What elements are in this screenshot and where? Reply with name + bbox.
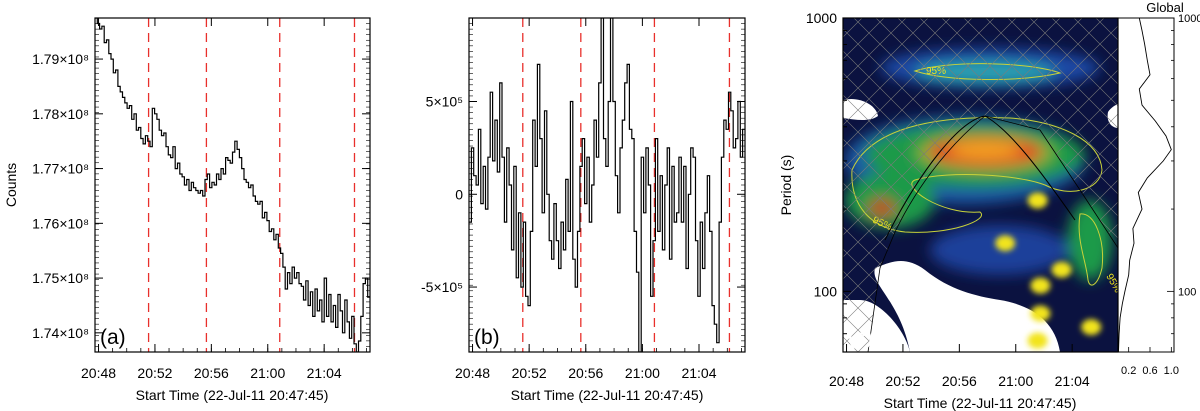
global-title: Global	[1146, 0, 1184, 15]
panel-label: (c)	[848, 326, 873, 349]
series-line	[469, 18, 745, 352]
global-x-tick-label: 1.0	[1164, 365, 1179, 377]
global-y-tick-labels: 100 1000	[1178, 13, 1200, 298]
y-tick-label: 1.77×10⁸	[32, 161, 89, 177]
x-tick-label: 20:56	[568, 365, 603, 381]
y-tick-label: 1.74×10⁸	[32, 325, 89, 341]
global-x-tick-labels: 0.2 0.6 1.0	[1121, 365, 1179, 377]
cone-of-influence-inner	[884, 115, 1076, 241]
x-tick-label: 20:52	[885, 373, 920, 389]
x-tick-label: 21:04	[307, 365, 342, 381]
y-tick-label: 1000	[806, 10, 837, 26]
global-x-tick-label: 0.2	[1121, 365, 1136, 377]
y-tick-label: 0	[455, 186, 463, 202]
x-tick-label: 21:04	[681, 365, 716, 381]
cone-of-influence	[843, 18, 1118, 352]
global-spectrum: 0.2 0.6 1.0 100 1000 Global	[1117, 0, 1200, 377]
x-tick-labels: 20:48 20:52 20:56 21:00 21:04	[455, 365, 717, 381]
low-power-region	[874, 261, 1060, 352]
x-tick-label: 21:00	[625, 365, 660, 381]
x-axis-label: Start Time (22-Jul-11 20:47:45)	[884, 395, 1077, 411]
high-power-blob	[995, 235, 1016, 252]
axis-ticks	[95, 17, 370, 353]
y-tick-labels: 100 1000	[806, 10, 837, 299]
panel-b: -5×10⁵ 0 5×10⁵ 20:48 20:52 20:56 21:00 21:04 (…	[421, 17, 746, 403]
x-tick-label: 20:48	[455, 365, 490, 381]
x-tick-labels: 20:48 20:52 20:56 21:00 21:04	[829, 373, 1090, 389]
y-tick-label: -5×10⁵	[421, 279, 463, 295]
y-tick-label: 1.79×10⁸	[32, 51, 89, 67]
global-axis-ticks	[1128, 17, 1174, 353]
y-tick-label: 100	[814, 283, 838, 299]
panel-c: 95% 95% 95% 100 1000 20:48 20:52 20:56 21:00…	[778, 0, 1200, 411]
x-tick-label: 20:48	[81, 365, 116, 381]
panel-label: (b)	[474, 326, 500, 349]
x-tick-label: 21:00	[998, 373, 1033, 389]
wavelet-power-map: 95% 95% 95%	[843, 18, 1118, 352]
x-axis-label: Start Time (22-Jul-11 20:47:45)	[136, 387, 329, 403]
series-line	[95, 18, 370, 352]
high-power-blobs	[995, 192, 1102, 349]
x-tick-label: 20:52	[512, 365, 547, 381]
x-tick-label: 20:56	[942, 373, 977, 389]
global-frame	[1117, 17, 1175, 353]
global-y-tick-label: 100	[1178, 286, 1196, 298]
high-power-blob	[1027, 332, 1048, 349]
x-axis-label: Start Time (22-Jul-11 20:47:45)	[511, 387, 704, 403]
axis-ticks	[469, 17, 745, 353]
x-tick-labels: 20:48 20:52 20:56 21:00 21:04	[81, 365, 342, 381]
high-power-blob	[1081, 319, 1102, 336]
x-tick-label: 21:00	[250, 365, 285, 381]
panel-a: 1.74×10⁸ 1.75×10⁸ 1.76×10⁸ 1.77×10⁸ 1.78×10⁸…	[3, 17, 371, 403]
event-lines	[147, 18, 356, 352]
y-tick-label: 5×10⁵	[426, 94, 463, 110]
y-axis-label: Counts	[3, 163, 19, 207]
y-tick-label: 1.78×10⁸	[32, 106, 89, 122]
y-tick-labels: -5×10⁵ 0 5×10⁵	[421, 94, 463, 296]
axis-ticks	[843, 17, 1073, 353]
global-y-tick-label: 1000	[1178, 13, 1200, 25]
global-spectrum-line	[1118, 17, 1172, 353]
high-power-blob	[1030, 277, 1051, 294]
x-tick-label: 20:56	[194, 365, 229, 381]
high-power-blob	[1030, 305, 1051, 322]
x-tick-label: 20:48	[829, 373, 864, 389]
event-lines	[522, 18, 731, 352]
panel-label: (a)	[100, 326, 126, 349]
x-tick-label: 20:52	[137, 365, 172, 381]
power-peak	[949, 141, 1021, 159]
y-tick-label: 1.75×10⁸	[32, 270, 89, 286]
y-tick-labels: 1.74×10⁸ 1.75×10⁸ 1.76×10⁸ 1.77×10⁸ 1.78×10⁸…	[32, 51, 89, 341]
contour-95	[1078, 213, 1104, 286]
y-axis-label: Period (s)	[778, 155, 794, 216]
high-power-blob	[1051, 261, 1072, 278]
y-tick-label: 1.76×10⁸	[32, 215, 89, 231]
high-power-blob	[1027, 192, 1048, 209]
x-tick-label: 21:04	[1055, 373, 1090, 389]
global-x-tick-label: 0.6	[1142, 365, 1157, 377]
